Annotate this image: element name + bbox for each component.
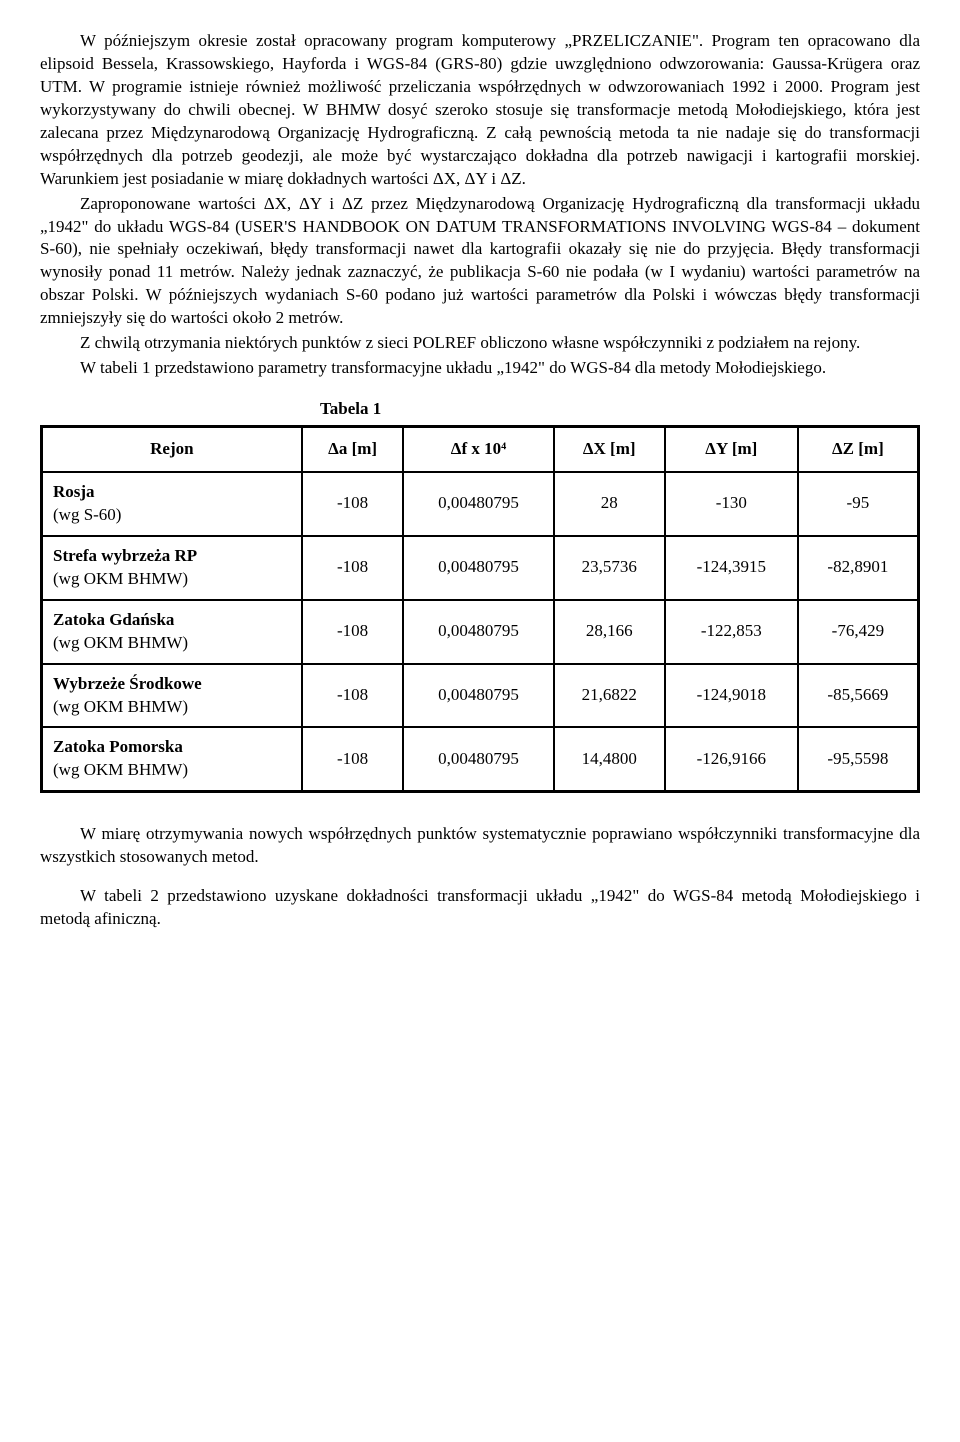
table-row: Zatoka Pomorska(wg OKM BHMW)-1080,004807… bbox=[42, 727, 919, 791]
body-paragraph: Z chwilą otrzymania niektórych punktów z… bbox=[40, 332, 920, 355]
cell-da: -108 bbox=[302, 472, 404, 536]
cell-da: -108 bbox=[302, 536, 404, 600]
cell-dx: 23,5736 bbox=[554, 536, 665, 600]
cell-da: -108 bbox=[302, 664, 404, 728]
table-row: Rosja(wg S-60)-1080,0048079528-130-95 bbox=[42, 472, 919, 536]
cell-df: 0,00480795 bbox=[403, 536, 553, 600]
row-label: Rosja(wg S-60) bbox=[42, 472, 302, 536]
cell-dy: -122,853 bbox=[665, 600, 798, 664]
cell-df: 0,00480795 bbox=[403, 727, 553, 791]
row-label: Zatoka Pomorska(wg OKM BHMW) bbox=[42, 727, 302, 791]
cell-dy: -126,9166 bbox=[665, 727, 798, 791]
cell-da: -108 bbox=[302, 727, 404, 791]
body-paragraph: W tabeli 1 przedstawiono parametry trans… bbox=[40, 357, 920, 380]
cell-dz: -76,429 bbox=[798, 600, 919, 664]
col-header-dx: ΔX [m] bbox=[554, 427, 665, 472]
row-label: Strefa wybrzeża RP(wg OKM BHMW) bbox=[42, 536, 302, 600]
table-row: Wybrzeże Środkowe(wg OKM BHMW)-1080,0048… bbox=[42, 664, 919, 728]
cell-da: -108 bbox=[302, 600, 404, 664]
row-label: Wybrzeże Środkowe(wg OKM BHMW) bbox=[42, 664, 302, 728]
cell-dy: -124,3915 bbox=[665, 536, 798, 600]
cell-dy: -124,9018 bbox=[665, 664, 798, 728]
body-paragraph: W miarę otrzymywania nowych współrzędnyc… bbox=[40, 823, 920, 869]
col-header-dy: ΔY [m] bbox=[665, 427, 798, 472]
cell-dz: -95 bbox=[798, 472, 919, 536]
cell-df: 0,00480795 bbox=[403, 664, 553, 728]
cell-dz: -95,5598 bbox=[798, 727, 919, 791]
col-header-df: Δf x 10⁴ bbox=[403, 427, 553, 472]
cell-df: 0,00480795 bbox=[403, 600, 553, 664]
table-header-row: Rejon Δa [m] Δf x 10⁴ ΔX [m] ΔY [m] ΔZ [… bbox=[42, 427, 919, 472]
col-header-rejon: Rejon bbox=[42, 427, 302, 472]
cell-dx: 14,4800 bbox=[554, 727, 665, 791]
cell-dx: 21,6822 bbox=[554, 664, 665, 728]
table-caption: Tabela 1 bbox=[320, 398, 920, 421]
table-row: Zatoka Gdańska(wg OKM BHMW)-1080,0048079… bbox=[42, 600, 919, 664]
body-paragraph: Zaproponowane wartości ΔX, ΔY i ΔZ przez… bbox=[40, 193, 920, 331]
cell-dx: 28 bbox=[554, 472, 665, 536]
cell-dx: 28,166 bbox=[554, 600, 665, 664]
cell-df: 0,00480795 bbox=[403, 472, 553, 536]
parameters-table: Rejon Δa [m] Δf x 10⁴ ΔX [m] ΔY [m] ΔZ [… bbox=[40, 425, 920, 793]
cell-dz: -82,8901 bbox=[798, 536, 919, 600]
row-label: Zatoka Gdańska(wg OKM BHMW) bbox=[42, 600, 302, 664]
cell-dz: -85,5669 bbox=[798, 664, 919, 728]
col-header-dz: ΔZ [m] bbox=[798, 427, 919, 472]
body-paragraph: W późniejszym okresie został opracowany … bbox=[40, 30, 920, 191]
cell-dy: -130 bbox=[665, 472, 798, 536]
col-header-da: Δa [m] bbox=[302, 427, 404, 472]
table-row: Strefa wybrzeża RP(wg OKM BHMW)-1080,004… bbox=[42, 536, 919, 600]
body-paragraph: W tabeli 2 przedstawiono uzyskane dokład… bbox=[40, 885, 920, 931]
